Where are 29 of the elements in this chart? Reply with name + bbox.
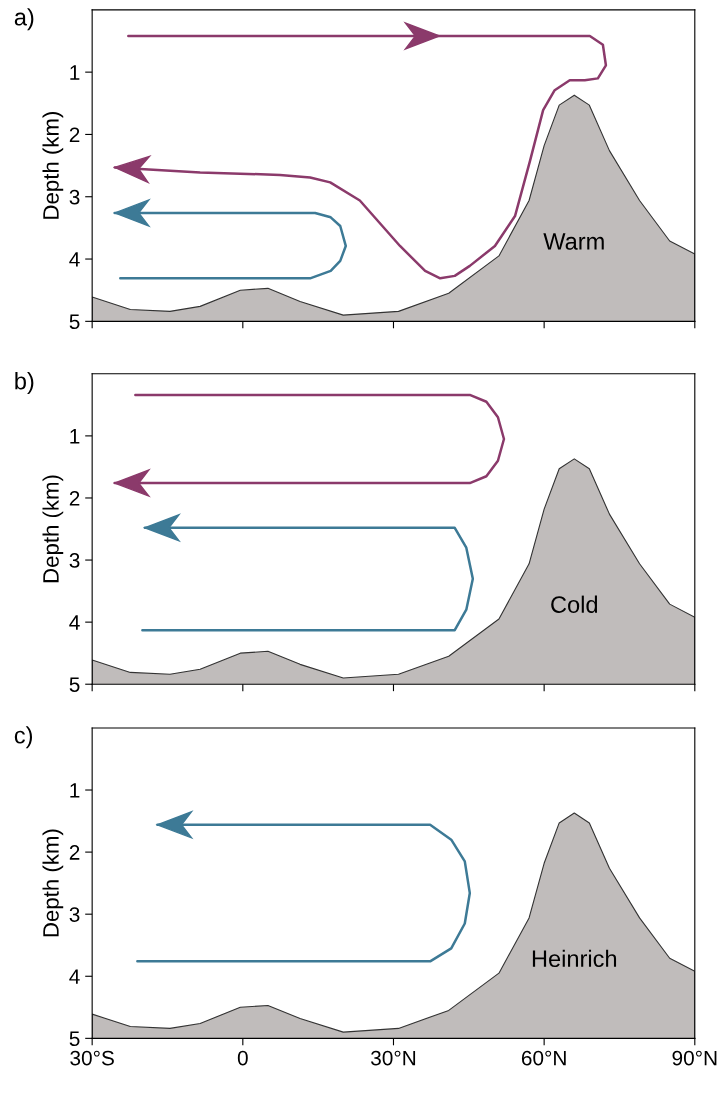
x-tick-label: 30°N [371, 1050, 416, 1066]
y-tick-label: 3 [69, 553, 80, 568]
annotation: Cold [551, 595, 598, 613]
y-axis-title: Depth (km) [42, 829, 64, 937]
y-tick-label: 1 [70, 783, 80, 798]
y-tick-label: 4 [69, 969, 80, 984]
y-axis-title: Depth (km) [42, 475, 64, 583]
y-tick-label: 1 [70, 429, 80, 444]
y-tick-label: 4 [69, 615, 80, 630]
x-tick-label: 0 [237, 1050, 248, 1066]
y-tick-label: 1 [70, 65, 80, 80]
y-tick-label: 5 [69, 677, 80, 692]
y-tick-label: 3 [69, 907, 80, 922]
y-tick-label: 2 [69, 845, 80, 860]
y-tick-label: 5 [69, 314, 80, 330]
x-tick-label: 90°N [672, 1050, 717, 1066]
y-tick-label: 5 [69, 1031, 80, 1047]
chart-title: a) [14, 8, 34, 31]
chart-title: c) [14, 726, 33, 749]
y-tick-label: 2 [69, 127, 80, 142]
chart-title: b) [15, 372, 34, 395]
annotation: Warm [543, 233, 604, 250]
annotation: Heinrich [532, 949, 617, 968]
y-tick-label: 4 [69, 252, 80, 267]
x-tick-label: 30°S [70, 1050, 114, 1066]
y-axis-title: Depth (km) [42, 112, 64, 219]
x-tick-label: 60°N [521, 1050, 566, 1066]
y-tick-label: 3 [69, 189, 80, 205]
y-tick-label: 2 [69, 490, 80, 506]
